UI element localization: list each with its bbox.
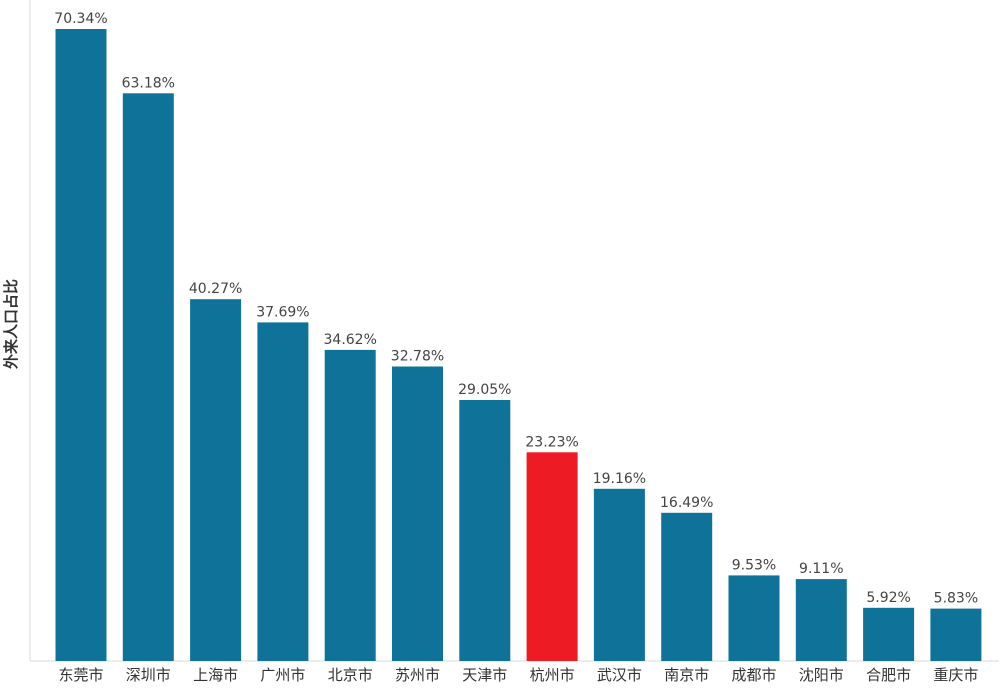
value-label: 34.62% [324, 332, 377, 348]
bar-13 [863, 607, 915, 661]
bar-6 [392, 366, 443, 661]
bar-11 [728, 575, 780, 661]
bar-8 [526, 452, 578, 661]
value-label: 63.18% [122, 75, 175, 91]
value-label: 70.34% [54, 11, 107, 27]
bar-3 [190, 299, 242, 661]
value-label: 9.11% [799, 561, 843, 577]
x-tick-label: 沈阳市 [799, 666, 844, 684]
bar-12 [795, 579, 847, 661]
bar-1 [55, 29, 107, 661]
x-tick-labels-group: 东莞市 深圳市 上海市 广州市 北京市 苏州市 天津市 杭州市 武汉市 南京市 成都市 沈阳市 合肥市 重… [58, 666, 978, 684]
x-tick-label: 合肥市 [866, 666, 911, 684]
bar-14 [930, 608, 982, 661]
x-tick-label: 广州市 [260, 666, 305, 684]
x-tick-label: 天津市 [462, 666, 507, 684]
x-tick-label: 武汉市 [597, 666, 642, 684]
bar-2 [122, 93, 174, 662]
value-label: 5.92% [866, 590, 910, 606]
y-axis-label: 外来人口占比 [2, 279, 20, 370]
bar-4 [257, 322, 309, 661]
value-label: 32.78% [391, 349, 444, 365]
x-tick-label: 东莞市 [58, 666, 103, 684]
x-tick-label: 杭州市 [530, 666, 575, 684]
x-tick-label: 成都市 [731, 666, 776, 684]
bar-10 [661, 512, 713, 661]
value-label: 16.49% [660, 495, 713, 511]
x-tick-label: 上海市 [193, 666, 238, 684]
value-label: 5.83% [934, 591, 978, 607]
x-tick-label: 北京市 [328, 666, 373, 684]
bar-5 [324, 349, 376, 661]
bar-7 [459, 400, 511, 661]
value-label: 40.27% [189, 281, 242, 297]
x-tick-label: 苏州市 [395, 666, 440, 684]
value-labels-group: 70.34% 63.18% 40.27% 37.69% 34.62% 32.78% 29.0… [54, 11, 978, 607]
value-label: 23.23% [525, 434, 578, 450]
x-tick-label: 深圳市 [126, 666, 171, 684]
bar-9 [593, 488, 645, 661]
bars-group [55, 29, 982, 662]
value-label: 9.53% [732, 557, 776, 573]
value-label: 29.05% [458, 382, 511, 398]
x-tick-label: 南京市 [664, 666, 709, 684]
x-tick-label: 重庆市 [933, 666, 978, 684]
value-label: 37.69% [256, 304, 309, 320]
value-label: 19.16% [593, 471, 646, 487]
